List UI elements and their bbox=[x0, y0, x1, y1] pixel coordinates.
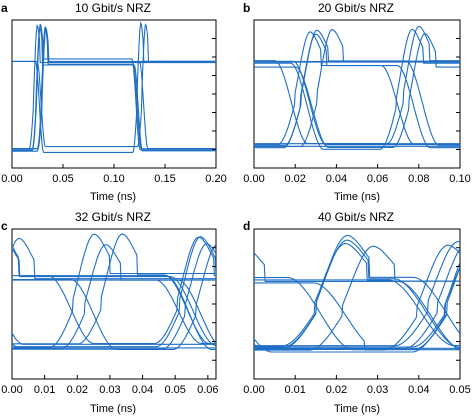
eye-trace bbox=[254, 28, 460, 150]
eye-trace bbox=[12, 25, 216, 152]
x-tick-label: 0.05 bbox=[52, 173, 73, 185]
panel-c-yticks bbox=[212, 247, 216, 361]
eye-trace bbox=[12, 244, 216, 350]
eye-trace bbox=[254, 60, 460, 146]
x-tick-label: 0.05 bbox=[164, 384, 185, 396]
x-tick-label: 0.20 bbox=[205, 173, 226, 185]
panel-c: 32 Gbit/s NRZ c 0.00 0.01 0.02 0.03 0.04 0.05… bbox=[1, 210, 219, 415]
x-tick-label: 0.02 bbox=[67, 384, 88, 396]
panel-c-traces bbox=[12, 233, 216, 351]
eye-trace bbox=[12, 23, 216, 148]
panel-b: 20 Gbit/s NRZ b 0.00 0.02 0.04 0.06 0.08 0.10… bbox=[243, 1, 471, 203]
x-tick-label: 0.06 bbox=[367, 173, 388, 185]
panel-a: 10 Gbit/s NRZ a 0.00 0.05 0.10 0.15 0.20 Tim… bbox=[1, 1, 227, 203]
x-tick-label: 0.15 bbox=[154, 173, 175, 185]
eye-trace bbox=[254, 345, 460, 349]
panel-b-tick-labels: 0.00 0.02 0.04 0.06 0.08 0.10 bbox=[243, 173, 470, 185]
eye-trace bbox=[12, 244, 216, 350]
panel-b-traces bbox=[254, 25, 460, 150]
x-tick-label: 0.03 bbox=[99, 384, 120, 396]
eye-trace bbox=[12, 279, 216, 344]
x-tick-label: 0.04 bbox=[326, 173, 347, 185]
eye-trace bbox=[12, 248, 216, 346]
eye-trace bbox=[12, 332, 216, 345]
panel-d: 40 Gbit/s NRZ d 0.00 0.01 0.02 0.03 0.04 0.05… bbox=[243, 210, 471, 415]
x-tick-label: 0.08 bbox=[408, 173, 429, 185]
x-tick-label: 0.06 bbox=[197, 384, 218, 396]
panel-a-title: 10 Gbit/s NRZ bbox=[75, 1, 151, 15]
panel-b-ticks bbox=[253, 164, 461, 168]
x-tick-label: 0.02 bbox=[326, 384, 347, 396]
eye-trace bbox=[254, 239, 460, 348]
panel-a-ticks bbox=[11, 164, 217, 168]
panel-a-yticks bbox=[212, 38, 216, 150]
x-tick-label: 0.05 bbox=[449, 384, 470, 396]
panel-c-ticks bbox=[11, 375, 209, 379]
eye-trace bbox=[12, 26, 216, 150]
x-tick-label: 0.04 bbox=[132, 384, 153, 396]
eye-trace bbox=[254, 234, 460, 349]
eye-trace bbox=[12, 233, 216, 348]
eye-trace bbox=[12, 237, 216, 280]
eye-trace bbox=[254, 28, 460, 148]
eye-trace bbox=[12, 275, 216, 351]
panel-b-yticks bbox=[456, 38, 460, 150]
panel-d-title: 40 Gbit/s NRZ bbox=[318, 210, 394, 224]
panel-d-yticks bbox=[456, 247, 460, 361]
eye-trace bbox=[12, 236, 216, 345]
panel-c-xlabel: Time (ns) bbox=[90, 403, 136, 415]
eye-trace bbox=[12, 233, 216, 345]
panel-c-label: c bbox=[1, 219, 8, 233]
eye-trace bbox=[254, 240, 460, 347]
eye-trace bbox=[254, 279, 460, 347]
x-tick-label: 0.04 bbox=[408, 384, 429, 396]
panel-c-title: 32 Gbit/s NRZ bbox=[75, 210, 151, 224]
panel-a-traces bbox=[12, 20, 216, 153]
eye-trace bbox=[12, 243, 216, 350]
panel-b-title: 20 Gbit/s NRZ bbox=[318, 1, 394, 15]
panel-d-ticks bbox=[253, 375, 461, 379]
eye-trace bbox=[254, 33, 460, 149]
x-tick-label: 0.00 bbox=[1, 173, 22, 185]
eye-trace bbox=[254, 243, 460, 347]
panel-d-tick-labels: 0.00 0.01 0.02 0.03 0.04 0.05 bbox=[243, 384, 470, 396]
x-tick-label: 0.03 bbox=[367, 384, 388, 396]
eye-trace bbox=[254, 266, 460, 348]
panel-a-label: a bbox=[1, 1, 8, 15]
eye-trace bbox=[12, 23, 216, 151]
panel-a-tick-labels: 0.00 0.05 0.10 0.15 0.20 bbox=[1, 173, 226, 185]
x-tick-label: 0.00 bbox=[1, 384, 22, 396]
x-tick-label: 0.10 bbox=[449, 173, 470, 185]
x-tick-label: 0.00 bbox=[243, 173, 264, 185]
panel-d-xlabel: Time (ns) bbox=[334, 403, 380, 415]
x-tick-label: 0.02 bbox=[284, 173, 305, 185]
x-tick-label: 0.10 bbox=[103, 173, 124, 185]
panel-d-label: d bbox=[243, 219, 250, 233]
eye-trace bbox=[254, 252, 460, 351]
eye-trace bbox=[254, 31, 460, 145]
x-tick-label: 0.01 bbox=[34, 384, 55, 396]
panel-b-label: b bbox=[243, 1, 250, 15]
x-tick-label: 0.00 bbox=[243, 384, 264, 396]
x-tick-label: 0.01 bbox=[284, 384, 305, 396]
panel-c-tick-labels: 0.00 0.01 0.02 0.03 0.04 0.05 0.06 bbox=[1, 384, 218, 396]
eye-trace bbox=[254, 262, 460, 353]
panel-d-traces bbox=[254, 234, 460, 353]
panel-b-xlabel: Time (ns) bbox=[334, 191, 380, 203]
panel-a-xlabel: Time (ns) bbox=[90, 191, 136, 203]
